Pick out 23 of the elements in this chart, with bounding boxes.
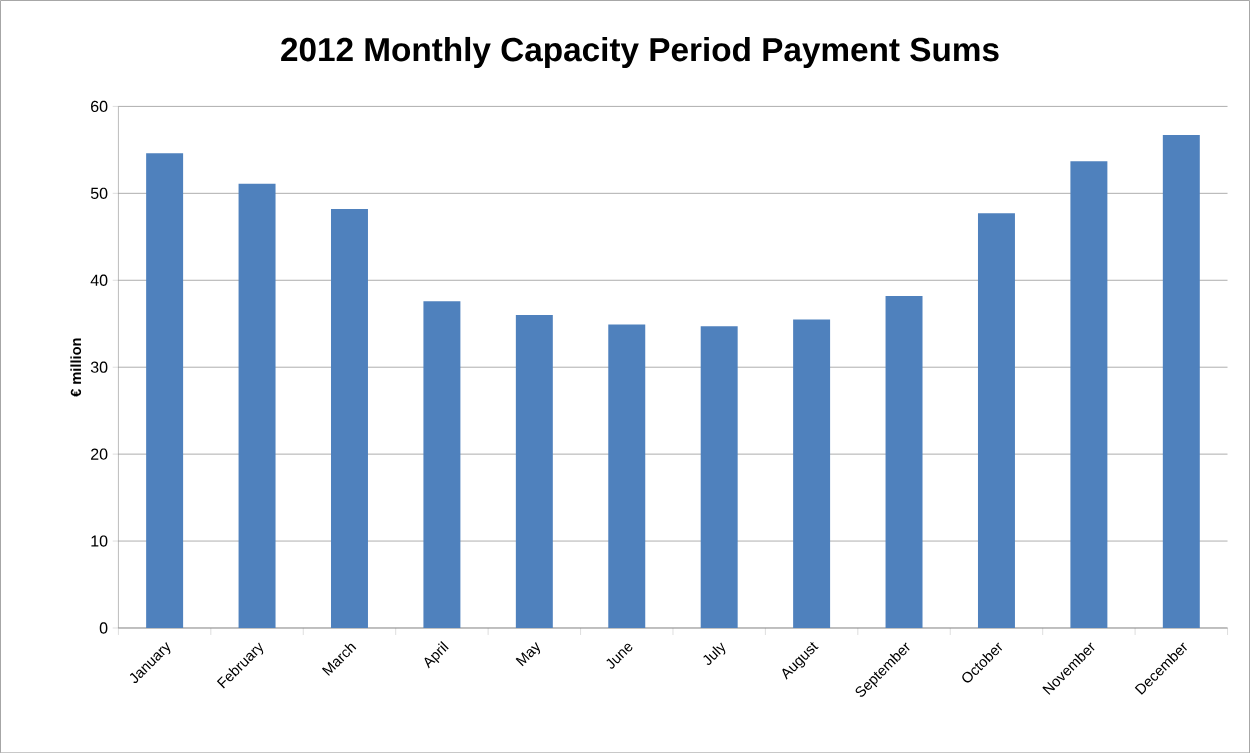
bar bbox=[700, 326, 738, 628]
bar bbox=[1070, 160, 1108, 628]
y-tick-label: 20 bbox=[91, 448, 108, 460]
y-tick-label: 10 bbox=[91, 535, 108, 547]
y-tick-label: 40 bbox=[90, 274, 108, 286]
bar bbox=[331, 208, 368, 628]
x-tick-label: July bbox=[703, 642, 726, 665]
bar bbox=[977, 213, 1015, 628]
bar bbox=[793, 319, 831, 628]
chart-title: 2012 Monthly Capacity Period Payment Sums bbox=[281, 36, 999, 68]
y-tick-label: 60 bbox=[91, 100, 108, 112]
y-tick-label: 0 bbox=[99, 622, 108, 634]
bar bbox=[515, 314, 553, 628]
y-axis-title: € million bbox=[70, 338, 82, 397]
bar bbox=[1162, 134, 1200, 628]
bar bbox=[146, 153, 184, 628]
bar bbox=[885, 295, 923, 628]
bar bbox=[423, 300, 461, 628]
y-tick-label: 30 bbox=[90, 361, 108, 373]
bar bbox=[238, 183, 276, 628]
y-tick-label: 50 bbox=[90, 187, 108, 199]
x-tick-label: May bbox=[515, 641, 541, 666]
bar bbox=[608, 324, 646, 628]
